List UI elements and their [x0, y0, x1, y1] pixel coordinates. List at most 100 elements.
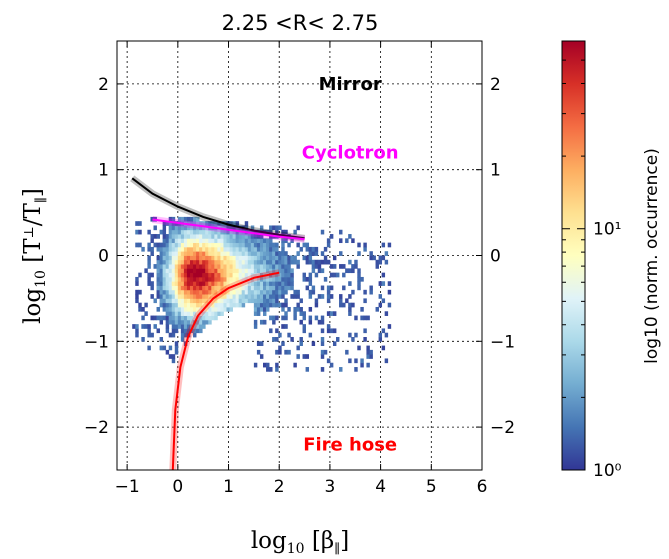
heat-cell-1267: [381, 298, 386, 304]
heat-cell-565: [214, 238, 218, 244]
heat-cell-983: [275, 225, 279, 231]
heat-cell-190: [171, 264, 176, 269]
heat-cell-672: [229, 238, 233, 244]
axis-ticks: −1 0 1 2 3 4 5 6 2 2 1 1 0 0 −1 −1 −2 −2: [84, 41, 515, 497]
heat-cell-528: [211, 298, 215, 304]
heat-cell-903: [266, 294, 270, 299]
heat-cell-302: [183, 268, 188, 274]
heat-cell-985: [278, 345, 282, 351]
heat-cell-516: [208, 251, 212, 256]
heat-cell-224: [174, 246, 179, 252]
heat-cell-35: [147, 264, 151, 269]
heat-cell-331: [186, 264, 191, 269]
heat-cell-605: [220, 255, 224, 261]
heat-cell-699: [235, 294, 240, 299]
heat-cell-444: [199, 246, 203, 252]
heat-cell-99: [162, 302, 167, 308]
heat-cell-1159: [326, 328, 331, 334]
heat-cell-532: [211, 281, 215, 286]
heat-cell-676: [229, 221, 233, 226]
heat-cell-732: [238, 238, 243, 244]
colorbar-tick-label-1: 10⁰: [593, 461, 622, 481]
heat-cell-1275: [384, 259, 389, 265]
heat-cell-786: [247, 246, 252, 252]
heat-cell-476: [205, 319, 209, 325]
heat-cell-350: [190, 298, 194, 304]
heat-cell-814: [253, 302, 258, 308]
heat-cell-1101: [305, 259, 310, 265]
heat-cell-854: [259, 354, 264, 359]
heat-cell-1179: [332, 311, 337, 316]
heat-cell-844: [256, 268, 261, 274]
heat-cell-1082: [299, 337, 303, 342]
heat-cell-1163: [326, 294, 331, 299]
heat-cell-1196: [342, 264, 346, 269]
heat-cell-322: [186, 302, 191, 308]
heat-cell-692: [232, 238, 237, 244]
heat-cell-838: [256, 294, 261, 299]
heat-cell-194: [171, 246, 176, 252]
heat-cell-968: [275, 294, 279, 299]
heat-cell-119: [165, 349, 170, 355]
heat-cell-587: [217, 238, 221, 244]
heat-cell-1017: [281, 242, 285, 248]
heat-cell-1277: [387, 324, 392, 329]
heat-cell-519: [208, 238, 212, 244]
heat-cell-951: [272, 268, 276, 274]
x-tick-label-6: 5: [426, 477, 437, 497]
heat-cell-787: [247, 242, 252, 248]
heat-cell-836: [256, 302, 261, 308]
heat-cell-1005: [281, 294, 285, 299]
heat-cell-497: [205, 229, 209, 235]
heat-cell-961: [275, 362, 279, 368]
heat-cell-1010: [281, 272, 285, 278]
heat-cell-370: [193, 332, 197, 338]
heat-cell-660: [229, 289, 233, 295]
heat-cell-294: [183, 302, 188, 308]
heat-cell-345: [190, 319, 194, 325]
heat-cell-752: [241, 234, 246, 239]
heat-cell-263: [180, 311, 185, 316]
heat-cell-216: [174, 281, 179, 286]
heat-cell-860: [259, 294, 264, 299]
heat-cell-386: [193, 264, 197, 269]
heat-cell-460: [202, 285, 206, 291]
heat-cell-1117: [308, 246, 313, 252]
heat-cell-508: [208, 285, 212, 291]
heat-cell-804: [250, 242, 255, 248]
heat-cell-524: [211, 315, 215, 321]
heat-cell-795: [250, 281, 255, 286]
heat-cell-811: [253, 319, 258, 325]
heat-cell-374: [193, 315, 197, 321]
heat-cell-212: [174, 298, 179, 304]
heat-cell-599: [220, 281, 224, 286]
heat-cell-483: [205, 289, 209, 295]
heat-cell-1250: [369, 289, 373, 295]
heat-cell-1078: [296, 251, 300, 256]
heat-cell-825: [253, 255, 258, 261]
heat-cell-381: [193, 285, 197, 291]
heat-cell-1011: [281, 268, 285, 274]
heat-cell-98: [162, 306, 167, 312]
heat-cell-1062: [293, 315, 297, 321]
heat-cell-1092: [302, 311, 306, 316]
heat-cell-900: [266, 306, 270, 312]
heat-cell-475: [202, 221, 206, 226]
heat-cell-537: [211, 259, 215, 265]
heat-cell-41: [150, 332, 154, 338]
heat-cell-849: [256, 246, 261, 252]
heat-cell-1142: [320, 341, 325, 346]
heat-cell-649: [226, 246, 230, 252]
x-tick-label-5: 4: [375, 477, 386, 497]
heat-cell-129: [165, 289, 170, 295]
heat-cell-135: [165, 264, 170, 269]
heat-cell-1249: [369, 349, 373, 355]
heat-cell-209: [174, 311, 179, 316]
heat-cell-1158: [326, 358, 331, 364]
heat-cell-1104: [305, 242, 310, 248]
heat-cell-997: [278, 255, 282, 261]
heat-cell-275: [180, 259, 185, 265]
heat-cell-436: [199, 281, 203, 286]
heat-cell-571: [217, 306, 221, 312]
heat-cell-250: [177, 242, 182, 248]
